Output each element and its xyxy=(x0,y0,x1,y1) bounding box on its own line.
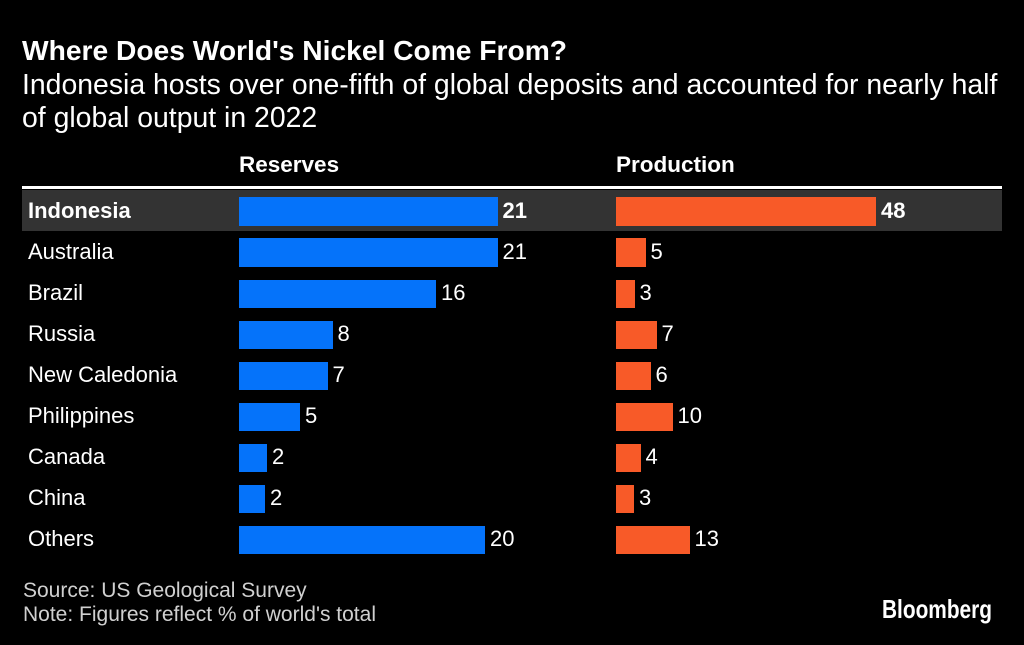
svg-text:Bloomberg: Bloomberg xyxy=(882,594,992,624)
